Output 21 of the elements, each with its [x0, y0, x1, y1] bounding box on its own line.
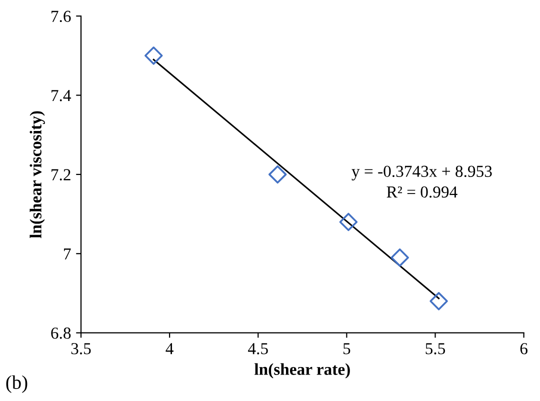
point	[339, 212, 358, 232]
x-tick-label: 3.5	[71, 343, 91, 354]
x-tick-label: 5	[343, 343, 350, 354]
point	[268, 165, 287, 184]
point	[144, 46, 163, 65]
y-tick-label: 7	[64, 248, 71, 260]
y-tick-label: 6.8	[51, 328, 71, 339]
y-tick-label: 7.6	[52, 10, 71, 22]
y-tick-label: 7.2	[52, 169, 70, 180]
annotation: R² = 0.994	[386, 186, 458, 198]
x-tick-label: 6	[520, 343, 528, 354]
y-axis-title: ln(shear viscosity)	[30, 111, 45, 238]
x-tick-label: 5.5	[426, 343, 446, 354]
x-tick-label: 4.5	[248, 343, 268, 354]
annotation: y = -0.3743x + 8.953	[352, 166, 492, 180]
text: (b)	[6, 375, 28, 393]
point	[430, 292, 448, 310]
point	[390, 248, 409, 267]
x-axis-title: ln(shear rate)	[254, 363, 350, 378]
y-tick-label: 7.4	[52, 90, 72, 102]
x-tick-label: 4	[166, 343, 174, 354]
